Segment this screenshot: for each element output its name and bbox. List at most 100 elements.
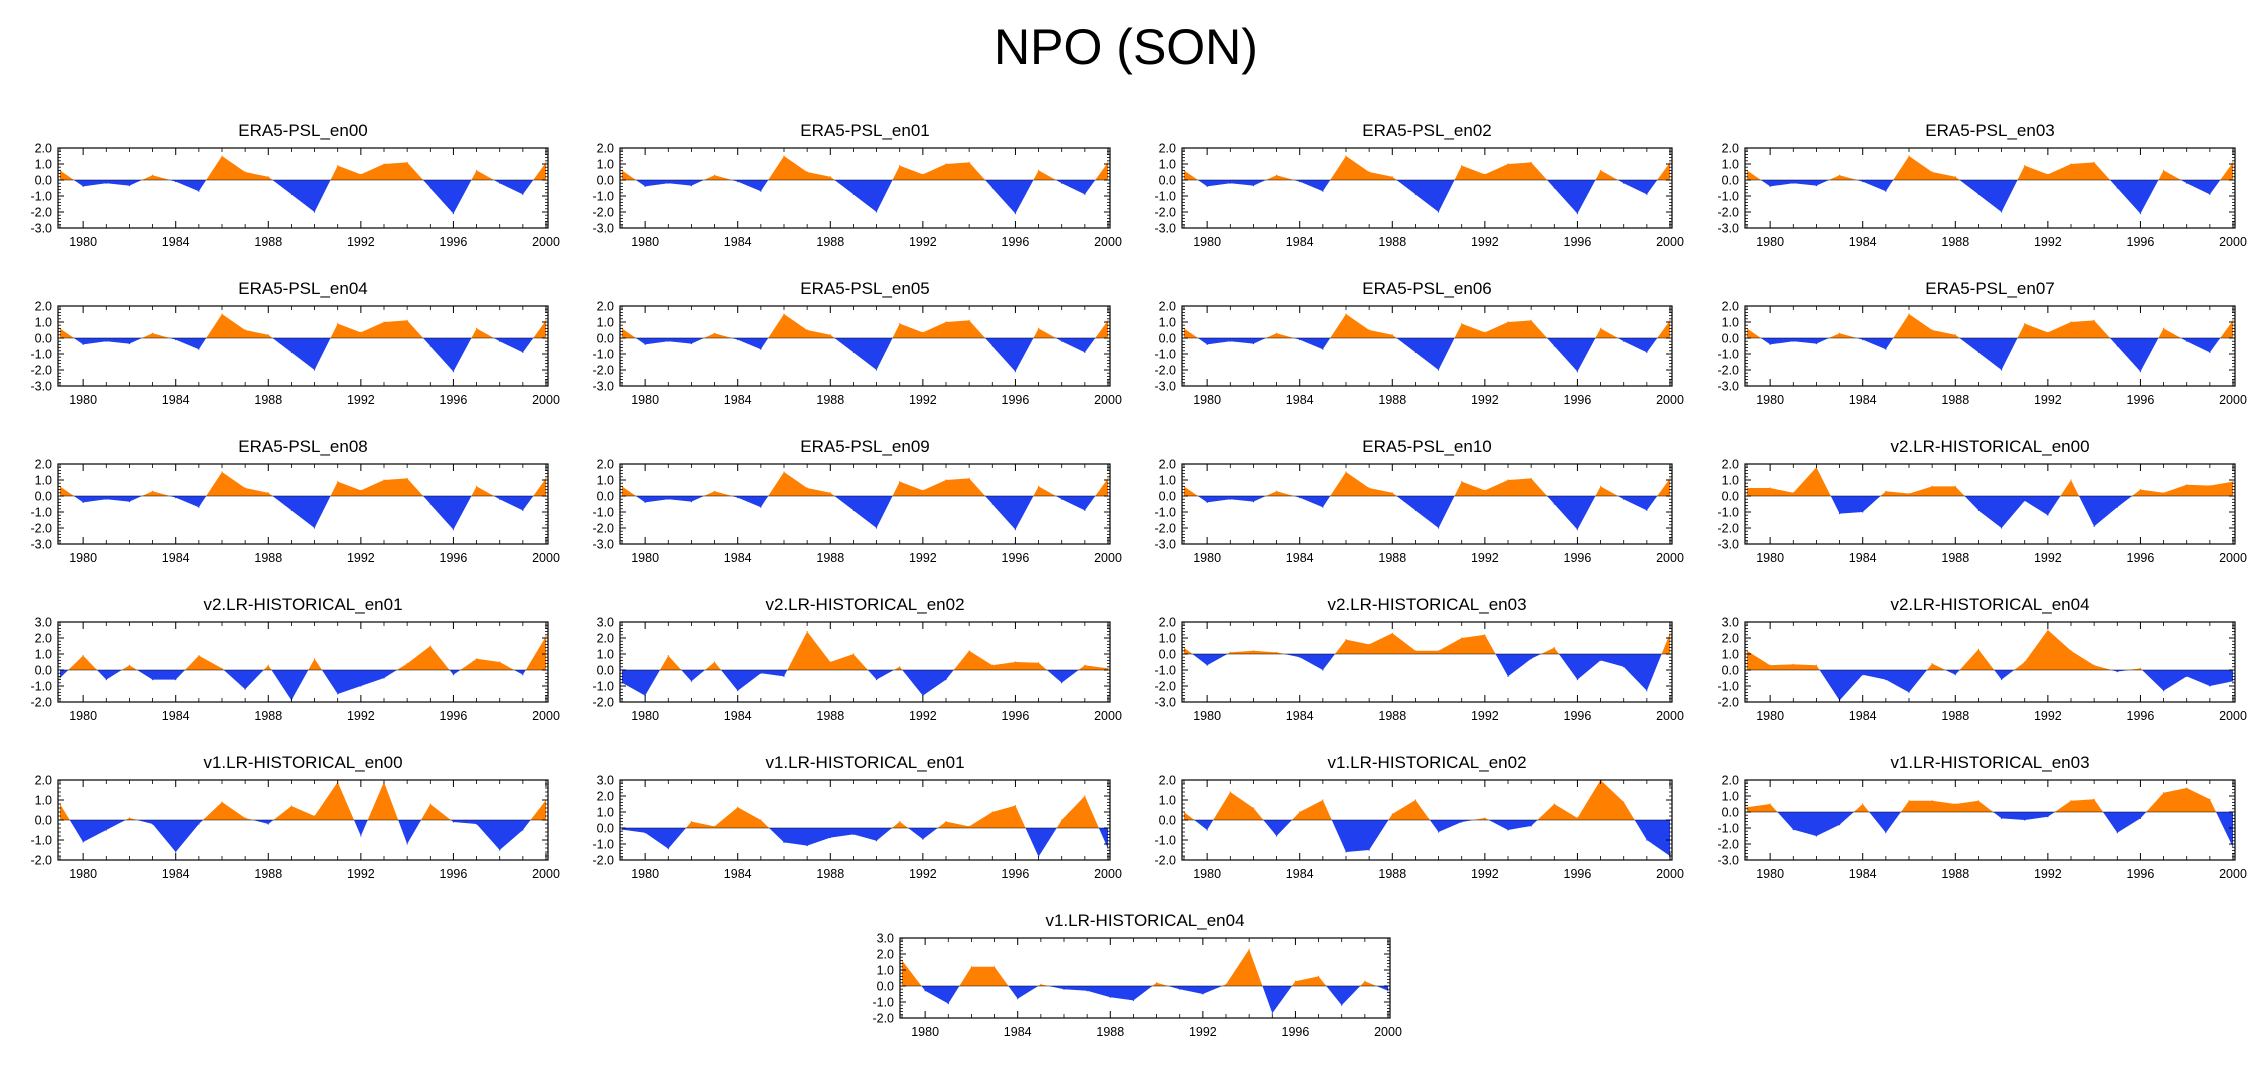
data-point bbox=[1746, 487, 1748, 489]
y-tick-label: 2.0 bbox=[597, 142, 614, 156]
negative-anomaly-area bbox=[1262, 986, 1292, 1014]
negative-anomaly-area bbox=[2078, 496, 2133, 527]
positive-anomaly-area bbox=[1595, 486, 1618, 496]
data-point bbox=[1322, 348, 1324, 350]
data-point bbox=[1484, 173, 1486, 175]
x-tick-label: 1980 bbox=[1756, 867, 1784, 881]
panel-title: ERA5-PSL_en08 bbox=[238, 437, 367, 456]
data-point bbox=[1061, 498, 1063, 500]
y-tick-label: 0.0 bbox=[597, 332, 614, 346]
positive-anomaly-area bbox=[2158, 170, 2181, 180]
data-point bbox=[1908, 691, 1910, 693]
data-point bbox=[1364, 980, 1366, 982]
data-point bbox=[2000, 369, 2003, 371]
data-point bbox=[175, 679, 177, 681]
positive-anomaly-area bbox=[525, 636, 546, 670]
negative-anomaly-area bbox=[1293, 338, 1331, 350]
chart-svg: v2.LR-HISTORICAL_en01 3.0 2.0 1.0 0.0 -1.0 -2.… bbox=[30, 595, 559, 723]
data-point bbox=[1862, 339, 1864, 341]
chart-panel: ERA5-PSL_en07 2.0 1.0 0.0 -1.0 -2.0 -3.0 1980 19… bbox=[1695, 266, 2247, 416]
x-tick-label: 1996 bbox=[1564, 551, 1592, 565]
positive-anomaly-area bbox=[703, 491, 732, 496]
x-tick-label: 1980 bbox=[1756, 709, 1784, 723]
x-tick-label: 2000 bbox=[2219, 393, 2247, 407]
x-tick-label: 1984 bbox=[162, 867, 190, 881]
x-tick-label: 1988 bbox=[816, 709, 844, 723]
data-point bbox=[1862, 803, 1864, 805]
data-point bbox=[1229, 651, 1231, 653]
x-tick-label: 2000 bbox=[1656, 393, 1684, 407]
negative-anomaly-area bbox=[493, 338, 534, 353]
data-point bbox=[221, 471, 223, 473]
x-tick-label: 1984 bbox=[1849, 551, 1877, 565]
plot-frame bbox=[1181, 147, 1673, 229]
negative-anomaly-area bbox=[1994, 670, 2015, 680]
data-point bbox=[2162, 169, 2165, 171]
chart-panel: v2.LR-HISTORICAL_en00 2.0 1.0 0.0 -1.0 -2.0 -3… bbox=[1695, 424, 2246, 574]
data-point bbox=[1576, 371, 1579, 373]
positive-anomaly-area bbox=[2132, 481, 2233, 496]
negative-anomaly-area bbox=[867, 670, 894, 680]
data-point bbox=[1341, 1004, 1343, 1006]
data-point bbox=[924, 990, 926, 992]
data-point bbox=[829, 661, 831, 663]
data-point bbox=[2116, 832, 2118, 834]
data-point bbox=[1646, 351, 1648, 353]
data-point bbox=[82, 841, 84, 843]
data-point bbox=[406, 161, 408, 163]
x-tick-label: 1988 bbox=[1378, 709, 1406, 723]
data-point bbox=[1345, 851, 1347, 853]
data-point bbox=[1530, 658, 1532, 660]
positive-anomaly-area bbox=[892, 162, 986, 180]
plot-frame bbox=[57, 463, 549, 545]
y-tick-label: -3.0 bbox=[1717, 222, 1739, 236]
negative-anomaly-area bbox=[1856, 180, 1894, 192]
positive-anomaly-area bbox=[1747, 328, 1761, 338]
positive-anomaly-area bbox=[2054, 799, 2103, 812]
positive-anomaly-area bbox=[892, 478, 986, 496]
negative-anomaly-area bbox=[1617, 180, 1658, 195]
data-point bbox=[1599, 485, 1602, 487]
data-point bbox=[1885, 190, 1887, 192]
data-point bbox=[499, 849, 501, 851]
data-point bbox=[667, 848, 669, 850]
data-point bbox=[1461, 637, 1463, 639]
x-tick-label: 1992 bbox=[1471, 551, 1499, 565]
data-point bbox=[2139, 817, 2142, 819]
page-title: NPO (SON) bbox=[994, 19, 1258, 75]
data-point bbox=[2139, 489, 2142, 491]
data-point bbox=[1669, 477, 1671, 479]
data-point bbox=[667, 655, 669, 657]
data-point bbox=[713, 174, 716, 176]
x-tick-label: 1980 bbox=[1193, 867, 1221, 881]
plot-area: v1.LR-HISTORICAL_en00 2.0 1.0 0.0 -1.0 -2.0 19… bbox=[30, 753, 559, 881]
x-tick-label: 1996 bbox=[440, 709, 468, 723]
x-tick-label: 1988 bbox=[1096, 1025, 1124, 1039]
negative-anomaly-area bbox=[450, 820, 531, 850]
negative-anomaly-area bbox=[272, 338, 331, 370]
x-tick-label: 1988 bbox=[254, 867, 282, 881]
negative-anomaly-area bbox=[921, 986, 960, 1004]
data-point bbox=[1507, 675, 1509, 677]
plot-area: v2.LR-HISTORICAL_en02 3.0 2.0 1.0 0.0 -1.0 -2.… bbox=[592, 595, 1121, 723]
negative-anomaly-area bbox=[272, 496, 331, 528]
x-tick-label: 2000 bbox=[1094, 709, 1122, 723]
data-point bbox=[1229, 498, 1231, 500]
data-point bbox=[267, 334, 269, 336]
data-point bbox=[875, 211, 878, 213]
y-tick-label: -2.0 bbox=[592, 364, 614, 378]
plot-area: ERA5-PSL_en08 2.0 1.0 0.0 -1.0 -2.0 -3.0 1980 19… bbox=[30, 437, 559, 565]
y-tick-label: -2.0 bbox=[1717, 206, 1739, 220]
negative-anomaly-area bbox=[1284, 654, 1336, 670]
data-point bbox=[1461, 821, 1463, 823]
data-point bbox=[2186, 675, 2188, 677]
y-tick-label: 3.0 bbox=[597, 774, 614, 788]
data-point bbox=[737, 181, 739, 183]
data-point bbox=[1275, 332, 1278, 334]
positive-anomaly-area bbox=[1880, 486, 1965, 496]
negative-anomaly-area bbox=[1331, 820, 1389, 852]
data-point bbox=[1206, 343, 1208, 345]
data-point bbox=[105, 498, 107, 500]
positive-anomaly-area bbox=[1291, 976, 1327, 986]
data-point bbox=[1061, 819, 1063, 821]
